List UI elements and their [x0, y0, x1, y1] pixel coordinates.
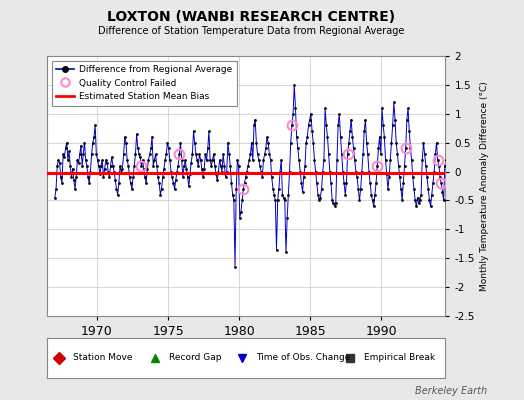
Text: Berkeley Earth: Berkeley Earth	[415, 386, 487, 396]
Text: Difference of Station Temperature Data from Regional Average: Difference of Station Temperature Data f…	[99, 26, 405, 36]
Text: Record Gap: Record Gap	[169, 354, 221, 362]
Text: Empirical Break: Empirical Break	[364, 354, 435, 362]
Y-axis label: Monthly Temperature Anomaly Difference (°C): Monthly Temperature Anomaly Difference (…	[481, 81, 489, 291]
Legend: Difference from Regional Average, Quality Control Failed, Estimated Station Mean: Difference from Regional Average, Qualit…	[52, 60, 236, 106]
Text: LOXTON (WANBI RESEARCH CENTRE): LOXTON (WANBI RESEARCH CENTRE)	[107, 10, 396, 24]
Text: Station Move: Station Move	[73, 354, 133, 362]
Text: Time of Obs. Change: Time of Obs. Change	[256, 354, 351, 362]
